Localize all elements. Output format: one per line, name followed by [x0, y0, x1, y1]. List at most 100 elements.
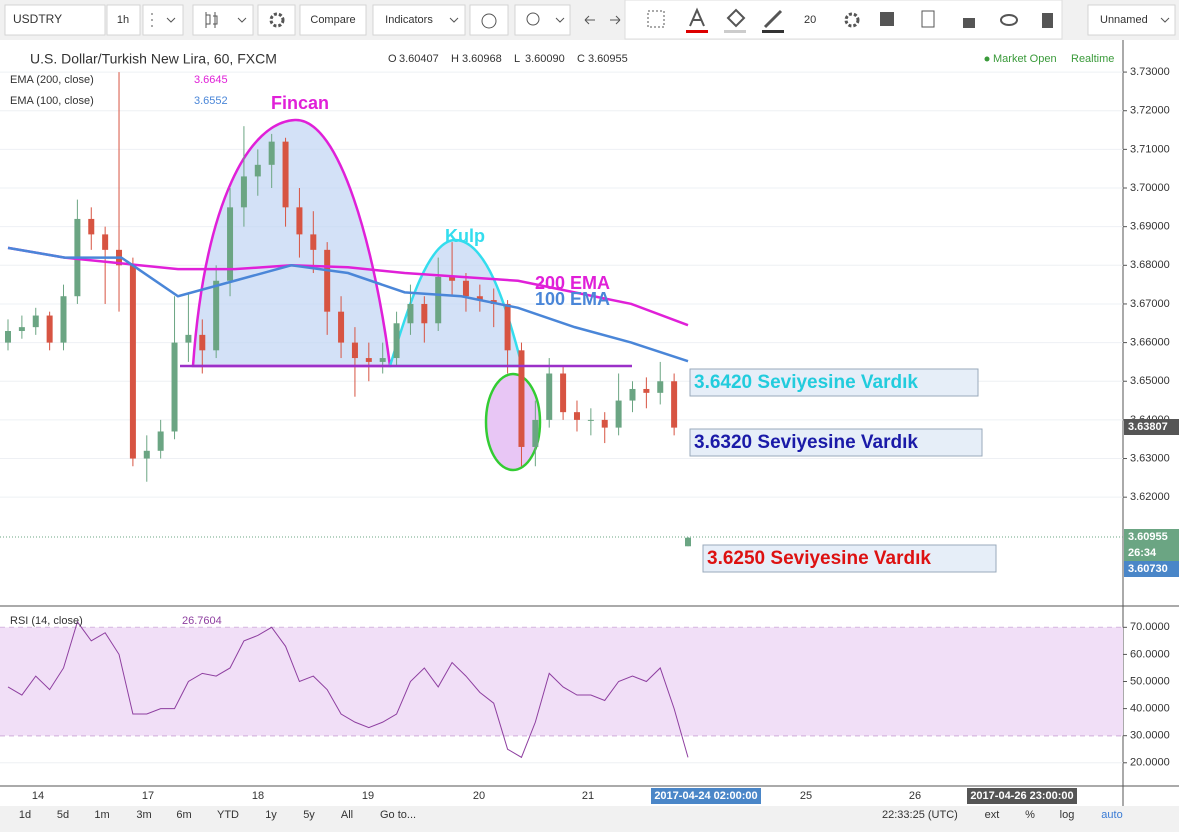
clone-icon — [921, 10, 935, 28]
rsi-tick-label: 60.0000 — [1130, 648, 1170, 660]
range-button[interactable]: YTD — [217, 809, 239, 821]
range-button[interactable]: 1m — [94, 809, 109, 821]
bottom-bar — [0, 806, 1179, 832]
range-button[interactable]: 5y — [303, 809, 315, 821]
target-box — [689, 368, 979, 397]
price-label: 26:34 — [1128, 547, 1157, 559]
candle-body — [393, 323, 400, 359]
scale-option[interactable]: auto — [1101, 809, 1122, 821]
cup-label: Fincan — [271, 93, 329, 113]
layout-button[interactable] — [1087, 4, 1176, 36]
time-label: 19 — [362, 790, 374, 802]
candle-body — [338, 311, 345, 343]
templates-button[interactable] — [514, 4, 571, 36]
select-icon — [647, 10, 665, 28]
scale-option[interactable]: ext — [985, 809, 1000, 821]
layout-name: Unnamed — [1100, 14, 1148, 26]
ema100-line — [7, 246, 689, 363]
scale-option[interactable]: log — [1060, 809, 1075, 821]
range-button[interactable]: 3m — [136, 809, 151, 821]
indicators: Indicators — [385, 14, 433, 26]
price-tick-label: 3.69000 — [1130, 221, 1170, 233]
range-button[interactable]: 5d — [57, 809, 69, 821]
candle-body — [351, 342, 358, 359]
status-dot — [984, 56, 990, 62]
price-tick-label: 3.68000 — [1130, 259, 1170, 271]
ohlc-key: L — [514, 53, 520, 65]
candle-body — [102, 234, 109, 250]
range-button[interactable]: 1y — [265, 809, 277, 821]
candle-body — [240, 176, 247, 208]
price-label-box — [1124, 419, 1179, 435]
goto-button[interactable]: Go to... — [380, 809, 416, 821]
plot — [5, 72, 691, 759]
study-value: 3.6645 — [194, 74, 228, 86]
range-button[interactable]: All — [341, 809, 353, 821]
candle-body — [476, 296, 483, 301]
range-button[interactable]: 6m — [176, 809, 191, 821]
candle-body — [157, 431, 164, 451]
candle-body — [629, 388, 636, 401]
price-tick-label: 3.71000 — [1130, 143, 1170, 155]
ohlc-key: C — [577, 53, 585, 65]
lock-icon — [963, 18, 975, 28]
price-tick-label: 3.63000 — [1130, 452, 1170, 464]
interval-menu[interactable] — [142, 4, 184, 36]
line-width[interactable]: 20 — [804, 14, 816, 26]
candle-body — [671, 381, 678, 428]
candle-body — [504, 303, 511, 351]
candle-body — [643, 388, 650, 393]
candle-body — [518, 350, 525, 447]
candle-body — [310, 234, 317, 250]
ohlc-value: 3.60968 — [462, 53, 502, 65]
candle-body — [324, 249, 331, 312]
alert-button[interactable] — [469, 4, 509, 36]
chart-style-button[interactable] — [192, 4, 254, 36]
price-tick-label: 3.72000 — [1130, 105, 1170, 117]
interval-button[interactable] — [106, 4, 141, 36]
settings-button[interactable] — [257, 4, 296, 36]
bulb-icon — [526, 12, 540, 26]
interval: 1h — [117, 14, 129, 26]
gear-icon — [269, 12, 285, 28]
indicators-button[interactable] — [372, 4, 466, 36]
symbol-box[interactable] — [4, 4, 106, 36]
fill-swatch — [724, 30, 746, 33]
study-value: 3.6552 — [194, 95, 228, 107]
scale-option[interactable]: % — [1025, 809, 1035, 821]
price-tick-label: 3.65000 — [1130, 375, 1170, 387]
candle-body — [143, 450, 150, 459]
candle-body — [60, 296, 67, 343]
line-color-swatch — [762, 30, 784, 33]
breakout-ellipse — [484, 372, 542, 472]
rsi-tick-label: 30.0000 — [1130, 730, 1170, 742]
compare: Compare — [310, 14, 355, 26]
time-label: 18 — [252, 790, 264, 802]
target-label: 3.6250 Seviyesine Vardık — [707, 548, 931, 569]
ohlc-value: 3.60090 — [525, 53, 565, 65]
candle-body — [435, 276, 442, 324]
candle-body — [546, 373, 553, 420]
candle-body — [573, 412, 580, 420]
candle-body — [227, 207, 234, 281]
trash-icon — [1042, 13, 1053, 28]
ohlc-key: H — [451, 53, 459, 65]
drawing-toolbar — [624, 0, 1063, 40]
candle-body — [213, 280, 220, 351]
time-label: 2017-04-24 02:00:00 — [654, 790, 757, 802]
target-label: 3.6320 Seviyesine Vardık — [694, 432, 918, 453]
alarm-icon — [481, 13, 497, 29]
candle-body — [657, 381, 664, 393]
price-tick-label: 3.66000 — [1130, 337, 1170, 349]
candle-body — [88, 218, 95, 235]
price-label: 3.60955 — [1128, 531, 1168, 543]
range-button[interactable]: 1d — [19, 809, 31, 821]
price-label-box — [1124, 545, 1179, 561]
rsi-tick-label: 20.0000 — [1130, 757, 1170, 769]
compare-button[interactable] — [299, 4, 367, 36]
time-marker-box — [967, 788, 1077, 804]
time-label: 20 — [473, 790, 485, 802]
candle-body — [5, 331, 11, 343]
candle-body — [254, 164, 261, 177]
ema200-line — [7, 246, 689, 327]
